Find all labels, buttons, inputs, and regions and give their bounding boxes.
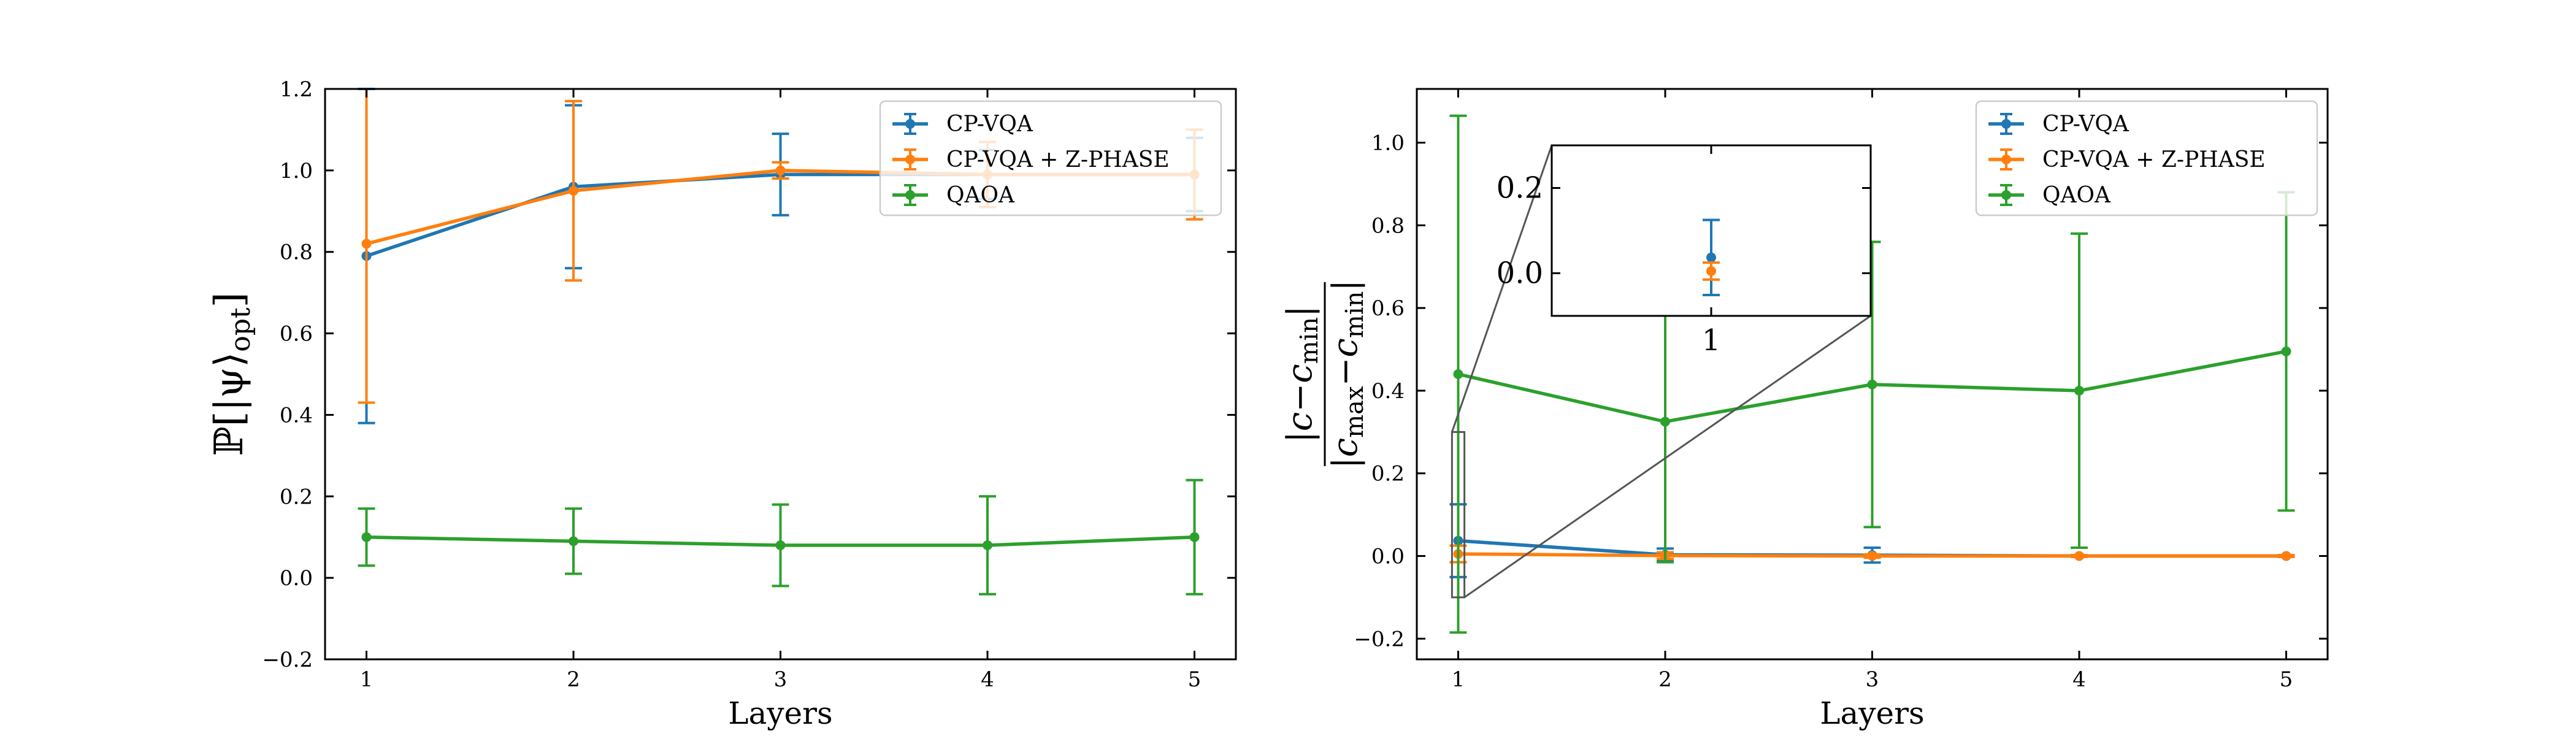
- right-cp_vqa_zphase-point: [1867, 551, 1877, 561]
- right-ylabel-numerator: c−c: [1280, 364, 1320, 431]
- right-zoom-rect: [1451, 431, 1466, 599]
- right-inset-chart: 1 0.0 0.2: [1497, 144, 1872, 358]
- right-ytick-label: 0.6: [1371, 296, 1405, 321]
- left-xtick-label: 2: [567, 667, 580, 692]
- left-legend-entry: QAOA: [892, 183, 1015, 208]
- left-series-qaoa: [358, 478, 1203, 596]
- left-legend-label: CP-VQA + Z-PHASE: [946, 147, 1170, 172]
- right-legend-entry: CP-VQA: [1988, 112, 2129, 137]
- left-ytick-label: 0.2: [280, 485, 313, 509]
- right-ytick-label: 0.0: [1371, 545, 1405, 569]
- left-legend-entry: CP-VQA + Z-PHASE: [892, 147, 1170, 172]
- left-ytick-label: 0.4: [280, 403, 313, 427]
- left-qaoa-point: [775, 540, 786, 550]
- right-xtick-label: 5: [2280, 667, 2293, 692]
- right-chart: 1 2 3 4 5 −0.2 0.0 0.2 0.4 0.6 0.8 1.0 Layers |c−cm…: [1280, 88, 2329, 731]
- right-x-axis-label: Layers: [1820, 696, 1924, 731]
- right-series-qaoa: [1449, 114, 2295, 634]
- right-legend-label: CP-VQA: [2042, 112, 2129, 137]
- left-ytick-label: 1.2: [280, 77, 313, 102]
- right-cp_vqa_zphase-point: [2281, 551, 2291, 561]
- left-ytick-label: −0.2: [262, 648, 313, 672]
- left-xtick-label: 4: [981, 667, 994, 692]
- right-qaoa-point: [1453, 369, 1463, 379]
- inset-cp_vqa_zphase-point-group: [1703, 261, 1720, 281]
- svg-text:|cmax−cmin|: |cmax−cmin|: [1325, 280, 1369, 469]
- left-cp_vqa_zphase-point: [775, 165, 786, 175]
- left-legend-marker: [905, 190, 915, 200]
- left-ytick-label: 0.6: [280, 322, 313, 347]
- right-ylabel-den-c1: c: [1325, 438, 1365, 457]
- svg-text:|c−cmin|: |c−cmin|: [1280, 305, 1324, 443]
- inset-cp_vqa-point-group: [1703, 218, 1720, 296]
- right-ylabel-numerator-sub: min: [1295, 317, 1324, 364]
- left-ytick-label: 1.0: [280, 159, 313, 183]
- right-y-axis-label: |c−cmin| |cmax−cmin|: [1280, 280, 1369, 469]
- right-legend-label: CP-VQA + Z-PHASE: [2042, 147, 2266, 172]
- left-ytick-label: 0.8: [280, 240, 313, 265]
- svg-text:ℙ[|ψ⟩opt]: ℙ[|ψ⟩opt]: [207, 292, 256, 456]
- right-ylabel-den-mid: −c: [1325, 338, 1365, 386]
- inset-cp_vqa_zphase-point: [1706, 266, 1716, 277]
- left-ytick-label: 0.0: [280, 566, 313, 591]
- left-cp_vqa_zphase-point: [361, 239, 372, 249]
- left-legend-entry: CP-VQA: [892, 112, 1033, 137]
- right-xtick-label: 2: [1658, 667, 1672, 692]
- inset-ytick-label: 0.2: [1497, 171, 1543, 205]
- right-ytick-label: −0.2: [1354, 627, 1405, 651]
- right-ytick-label: 1.0: [1371, 131, 1405, 156]
- right-qaoa-point: [2074, 385, 2084, 396]
- left-legend-marker: [905, 119, 915, 129]
- right-xtick-label: 3: [1866, 667, 1879, 692]
- right-zoom-connector: [1451, 145, 1553, 432]
- left-legend-box: [879, 100, 1222, 217]
- left-xtick-label: 3: [774, 667, 788, 692]
- right-legend-box: [1975, 100, 2318, 217]
- right-qaoa-point: [1660, 416, 1670, 427]
- inset-cp_vqa-point: [1706, 252, 1716, 263]
- right-ylabel-den-sub2: min: [1341, 291, 1369, 338]
- inset-ytick-label: 0.0: [1497, 256, 1543, 291]
- right-zoom-connector: [1463, 315, 1871, 599]
- right-legend: CP-VQA CP-VQA + Z-PHASE QAOA: [1975, 100, 2318, 217]
- left-ylabel-sub: opt: [225, 307, 256, 352]
- left-legend: CP-VQA CP-VQA + Z-PHASE QAOA: [879, 100, 1222, 217]
- right-qaoa-point: [2281, 346, 2291, 356]
- left-qaoa-point: [983, 540, 992, 550]
- left-chart: 1 2 3 4 5 −0.2 0.0 0.2 0.4 0.6 0.8 1.0 1.2 Layers ℙ[…: [207, 77, 1237, 731]
- left-qaoa-point: [1189, 532, 1200, 542]
- right-cp_vqa_zphase-point: [2074, 551, 2084, 561]
- right-legend-marker: [2001, 190, 2011, 200]
- right-legend-entry: QAOA: [1988, 183, 2111, 208]
- left-legend-marker: [905, 155, 915, 164]
- right-xtick-label: 4: [2072, 667, 2086, 692]
- right-ylabel-den-sub1: max: [1341, 386, 1369, 438]
- right-legend-marker: [2001, 155, 2011, 164]
- left-ylabel-end: ]: [207, 292, 252, 307]
- left-ylabel-main: ℙ[|ψ⟩: [207, 352, 252, 456]
- right-xtick-label: 1: [1452, 667, 1465, 692]
- left-cp_vqa_zphase-point: [569, 186, 578, 196]
- inset-xtick-label: 1: [1702, 323, 1721, 358]
- right-legend-label: QAOA: [2042, 183, 2111, 208]
- right-ytick-label: 0.8: [1371, 213, 1405, 238]
- left-qaoa-point: [361, 532, 372, 542]
- left-qaoa-point: [569, 536, 578, 546]
- left-legend-label: QAOA: [946, 183, 1015, 208]
- left-x-axis-label: Layers: [728, 696, 832, 731]
- left-y-axis-label: ℙ[|ψ⟩opt]: [207, 292, 256, 456]
- right-qaoa-point: [1867, 379, 1877, 389]
- right-ytick-label: 0.2: [1371, 462, 1405, 486]
- left-legend-label: CP-VQA: [946, 112, 1033, 137]
- left-xtick-label: 5: [1188, 667, 1202, 692]
- inset-series: [1703, 218, 1720, 296]
- right-legend-marker: [2001, 119, 2011, 129]
- left-xtick-label: 1: [360, 667, 374, 692]
- right-legend-entry: CP-VQA + Z-PHASE: [1988, 147, 2266, 172]
- right-zoom-indicator: [1451, 145, 1871, 599]
- right-ytick-label: 0.4: [1371, 379, 1405, 404]
